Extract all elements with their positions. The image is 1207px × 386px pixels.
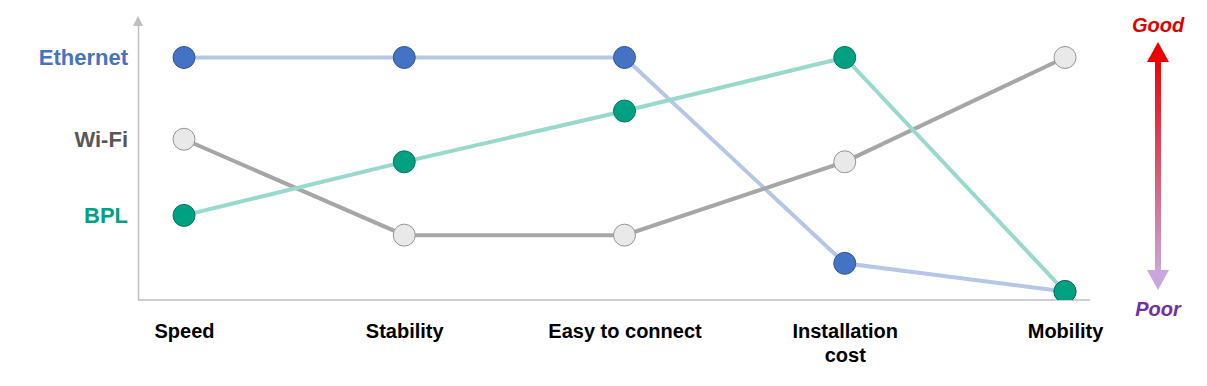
series-marker bbox=[834, 252, 856, 274]
series-marker bbox=[614, 100, 636, 122]
series-line bbox=[184, 57, 1065, 235]
y-tick: BPL bbox=[84, 203, 138, 228]
x-tick: Mobility bbox=[1028, 300, 1104, 342]
x-tick: Easy to connect bbox=[548, 300, 702, 342]
x-tick-label: Stability bbox=[366, 320, 445, 342]
y-axis-line bbox=[138, 19, 140, 301]
series-marker bbox=[834, 46, 856, 68]
series-marker bbox=[173, 204, 195, 226]
y-tick: Ethernet bbox=[39, 45, 138, 70]
x-tick: Installationcost bbox=[792, 300, 898, 366]
series-marker bbox=[393, 151, 415, 173]
x-tick-label: Easy to connect bbox=[548, 320, 702, 342]
series-marker bbox=[173, 128, 195, 150]
series-marker bbox=[393, 46, 415, 68]
scale-annotation: Good Poor bbox=[1132, 14, 1185, 320]
series-marker bbox=[1054, 281, 1076, 300]
y-tick-label: BPL bbox=[84, 203, 128, 228]
x-tick: Speed bbox=[154, 300, 214, 342]
x-tick-label: Speed bbox=[154, 320, 214, 342]
x-axis: Speed Stability Easy to connect Installatio… bbox=[154, 300, 1104, 366]
series-line bbox=[184, 57, 1065, 291]
annotation: Good bbox=[1132, 14, 1185, 36]
series-marker bbox=[614, 46, 636, 68]
arrow-shaft bbox=[1155, 58, 1161, 274]
x-tick-label: Mobility bbox=[1028, 320, 1104, 342]
series-marker bbox=[173, 46, 195, 68]
plot-area bbox=[173, 46, 1076, 300]
series-marker bbox=[834, 151, 856, 173]
series-line bbox=[184, 57, 1065, 291]
annotation: Poor bbox=[1135, 298, 1182, 320]
x-baseline bbox=[138, 299, 1090, 301]
y-tick-label: Ethernet bbox=[39, 45, 129, 70]
series-marker bbox=[1054, 281, 1076, 300]
arrow-head-up bbox=[1147, 42, 1169, 62]
series-marker bbox=[614, 224, 636, 246]
series-marker bbox=[393, 224, 415, 246]
chart: Ethernet Wi-Fi BPL Speed Stability Easy to co… bbox=[0, 0, 1207, 386]
x-tick: Stability bbox=[366, 300, 445, 342]
arrow-head-down bbox=[1147, 270, 1169, 290]
y-tick: Wi-Fi bbox=[74, 127, 138, 152]
y-axis: Ethernet Wi-Fi BPL bbox=[39, 19, 139, 301]
y-axis-arrow bbox=[133, 16, 143, 26]
y-tick-label: Wi-Fi bbox=[74, 127, 128, 152]
x-tick-label: Installationcost bbox=[792, 320, 898, 366]
series-marker bbox=[1054, 46, 1076, 68]
